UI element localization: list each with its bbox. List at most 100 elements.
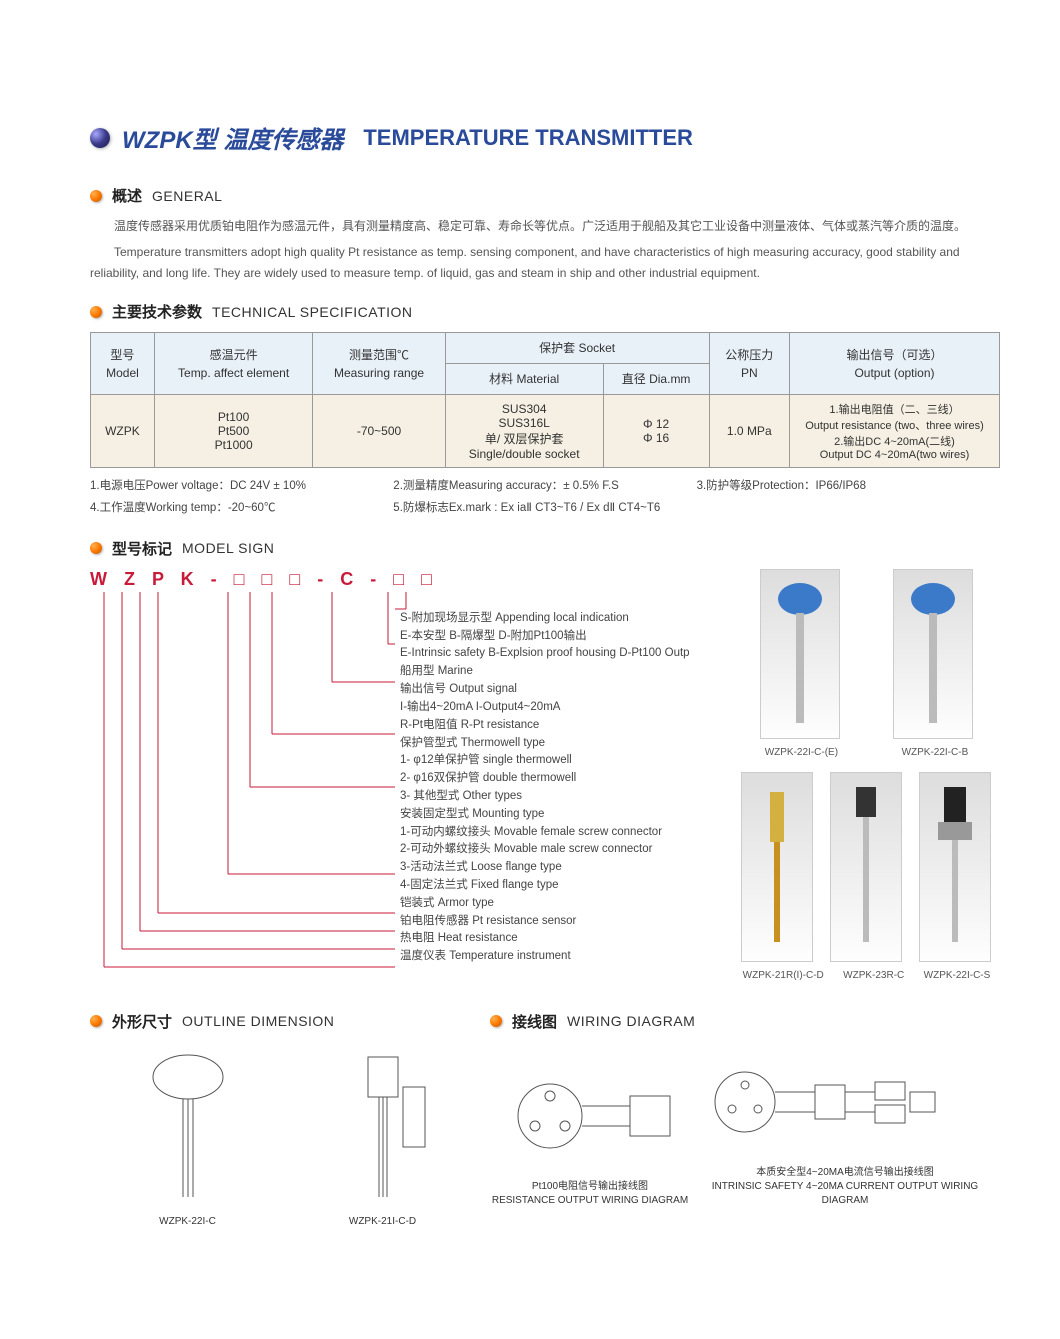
ml-12: 1-可动内螺纹接头 Movable female screw connector — [400, 824, 723, 842]
section-model-head: 型号标记 MODEL SIGN — [90, 538, 1000, 559]
dimension-drawing — [313, 1042, 453, 1212]
bullet-icon — [490, 1015, 502, 1027]
wiring-caption-2: 本质安全型4~20MA电流信号输出接线图 INTRINSIC SAFETY 4~… — [690, 1166, 1000, 1208]
ml-15: 4-固定法兰式 Fixed flange type — [400, 877, 723, 895]
prod-label: WZPK-22I-C-(E) — [765, 747, 838, 758]
model-cn: 型号标记 — [112, 538, 172, 559]
products-column: WZPK-22I-C-(E) WZPK-22I-C-B WZPK-21R(I)-… — [723, 569, 1000, 981]
note-1: 1.电源电压Power voltage：DC 24V ± 10% — [90, 476, 393, 498]
td-pn: 1.0 MPa — [709, 395, 789, 468]
main-title: WZPK型 温度传感器 TEMPERATURE TRANSMITTER — [90, 120, 1000, 155]
dimension-drawing — [118, 1042, 258, 1212]
wiring-row: Pt100电阻信号输出接线图 RESISTANCE OUTPUT WIRING … — [490, 1042, 1000, 1208]
section-general-head: 概述 GENERAL — [90, 185, 1000, 206]
ml-6: R-Pt电阻值 R-Pt resistance — [400, 717, 723, 735]
outline-en: OUTLINE DIMENSION — [182, 1013, 334, 1029]
bullet-icon — [90, 1015, 102, 1027]
outline-drawing-icon — [128, 1047, 248, 1207]
lower-row: 外形尺寸 OUTLINE DIMENSION WZPK-22I-C — [90, 993, 1000, 1227]
para-en: Temperature transmitters adopt high qual… — [90, 242, 1000, 283]
product-labels-1: WZPK-22I-C-(E) WZPK-22I-C-B — [733, 747, 1000, 758]
title-en: TEMPERATURE TRANSMITTER — [363, 125, 693, 151]
ml-0: S-附加现场显示型 Appending local indication — [400, 610, 723, 628]
product-row-2 — [733, 772, 1000, 962]
model-en: MODEL SIGN — [182, 540, 274, 556]
th-output: 输出信号（可选） Output (option) — [790, 333, 1000, 395]
outline-cn: 外形尺寸 — [112, 1011, 172, 1032]
product-row-1 — [733, 569, 1000, 739]
ml-1: E-本安型 B-隔爆型 D-附加Pt100输出 — [400, 628, 723, 646]
general-en: GENERAL — [152, 188, 222, 204]
wiring-section: 接线图 WIRING DIAGRAM Pt100电阻信号输出接线图 RESI — [480, 993, 1000, 1227]
prod-label: WZPK-23R-C — [843, 970, 904, 981]
th-range: 测量范围℃ Measuring range — [313, 333, 445, 395]
td-element: Pt100 Pt500 Pt1000 — [154, 395, 312, 468]
title-cn: WZPK型 温度传感器 — [122, 120, 343, 155]
spec-en: TECHNICAL SPECIFICATION — [212, 304, 413, 320]
general-cn: 概述 — [112, 185, 142, 206]
note-4: 4.工作温度Working temp：-20~60℃ — [90, 498, 393, 520]
td-model: WZPK — [91, 395, 155, 468]
title-bullet-icon — [90, 128, 110, 148]
td-range: -70~500 — [313, 395, 445, 468]
prod-label: WZPK-22I-C-B — [902, 747, 969, 758]
th-model: 型号 Model — [91, 333, 155, 395]
section-wiring-head: 接线图 WIRING DIAGRAM — [490, 1011, 1000, 1032]
ml-18: 热电阻 Heat resistance — [400, 930, 723, 948]
model-list: S-附加现场显示型 Appending local indication E-本… — [400, 610, 723, 966]
spec-table: 型号 Model 感温元件 Temp. affect element 测量范围℃… — [90, 332, 1000, 468]
note-5: 5.防爆标志Ex.mark : Ex iaⅡ CT3~T6 / Ex dⅡ CT… — [393, 498, 994, 520]
ml-17: 铂电阻传感器 Pt resistance sensor — [400, 913, 723, 931]
wiring-diagram — [490, 1056, 690, 1176]
wiring-en: WIRING DIAGRAM — [567, 1013, 695, 1029]
td-output: 1.输出电阻值（二、三线） Output resistance (two、thr… — [790, 395, 1000, 468]
wiring-icon — [500, 1061, 680, 1171]
dim-label-2: WZPK-21I-C-D — [313, 1216, 453, 1227]
product-photo — [919, 772, 991, 962]
th-dia: 直径 Dia.mm — [603, 364, 709, 395]
note-2: 2.测量精度Measuring accuracy：± 0.5% F.S — [393, 476, 696, 498]
product-photo — [760, 569, 840, 739]
td-material: SUS304 SUS316L 单/ 双层保护套 Single/double so… — [445, 395, 603, 468]
product-labels-2: WZPK-21R(I)-C-D WZPK-23R-C WZPK-22I-C-S — [733, 970, 1000, 981]
dimension-row: WZPK-22I-C WZPK-21I-C-D — [90, 1042, 480, 1227]
model-code: W Z P K - □ □ □ - C - □ □ — [90, 569, 723, 590]
spec-cn: 主要技术参数 — [112, 301, 202, 322]
ml-11: 安装固定型式 Mounting type — [400, 806, 723, 824]
ml-10: 3- 其他型式 Other types — [400, 788, 723, 806]
section-outline-head: 外形尺寸 OUTLINE DIMENSION — [90, 1011, 480, 1032]
ml-13: 2-可动外螺纹接头 Movable male screw connector — [400, 841, 723, 859]
wiring-cn: 接线图 — [512, 1011, 557, 1032]
ml-2: E-Intrinsic safety B-Explsion proof hous… — [400, 645, 723, 663]
bullet-icon — [90, 190, 102, 202]
th-material: 材料 Material — [445, 364, 603, 395]
ml-4: 输出信号 Output signal — [400, 681, 723, 699]
prod-label: WZPK-22I-C-S — [924, 970, 991, 981]
product-photo — [830, 772, 902, 962]
dim-label-1: WZPK-22I-C — [118, 1216, 258, 1227]
wiring-icon — [700, 1047, 940, 1157]
ml-9: 2- φ16双保护管 double thermowell — [400, 770, 723, 788]
spec-notes: 1.电源电压Power voltage：DC 24V ± 10% 2.测量精度M… — [90, 476, 1000, 520]
ml-5: I-输出4~20mA I-Output4~20mA — [400, 699, 723, 717]
sensor-icon — [903, 579, 963, 729]
ml-16: 铠装式 Armor type — [400, 895, 723, 913]
ml-7: 保护管型式 Thermowell type — [400, 735, 723, 753]
bullet-icon — [90, 542, 102, 554]
outline-section: 外形尺寸 OUTLINE DIMENSION WZPK-22I-C — [90, 993, 480, 1227]
model-diagram: W Z P K - □ □ □ - C - □ □ — [90, 569, 723, 966]
para-cn: 温度传感器采用优质铂电阻作为感温元件，具有测量精度高、稳定可靠、寿命长等优点。广… — [90, 216, 1000, 236]
wiring-diagram — [690, 1042, 950, 1162]
ml-14: 3-活动法兰式 Loose flange type — [400, 859, 723, 877]
prod-label: WZPK-21R(I)-C-D — [743, 970, 824, 981]
th-element: 感温元件 Temp. affect element — [154, 333, 312, 395]
product-photo — [893, 569, 973, 739]
td-dia: Φ 12 Φ 16 — [603, 395, 709, 468]
ml-3: 船用型 Marine — [400, 663, 723, 681]
sensor-icon — [770, 579, 830, 729]
note-3: 3.防护等级Protection：IP66/IP68 — [697, 476, 1000, 498]
section-spec-head: 主要技术参数 TECHNICAL SPECIFICATION — [90, 301, 1000, 322]
wiring-caption-1: Pt100电阻信号输出接线图 RESISTANCE OUTPUT WIRING … — [490, 1180, 690, 1208]
ml-8: 1- φ12单保护管 single thermowell — [400, 752, 723, 770]
th-pn: 公称压力 PN — [709, 333, 789, 395]
